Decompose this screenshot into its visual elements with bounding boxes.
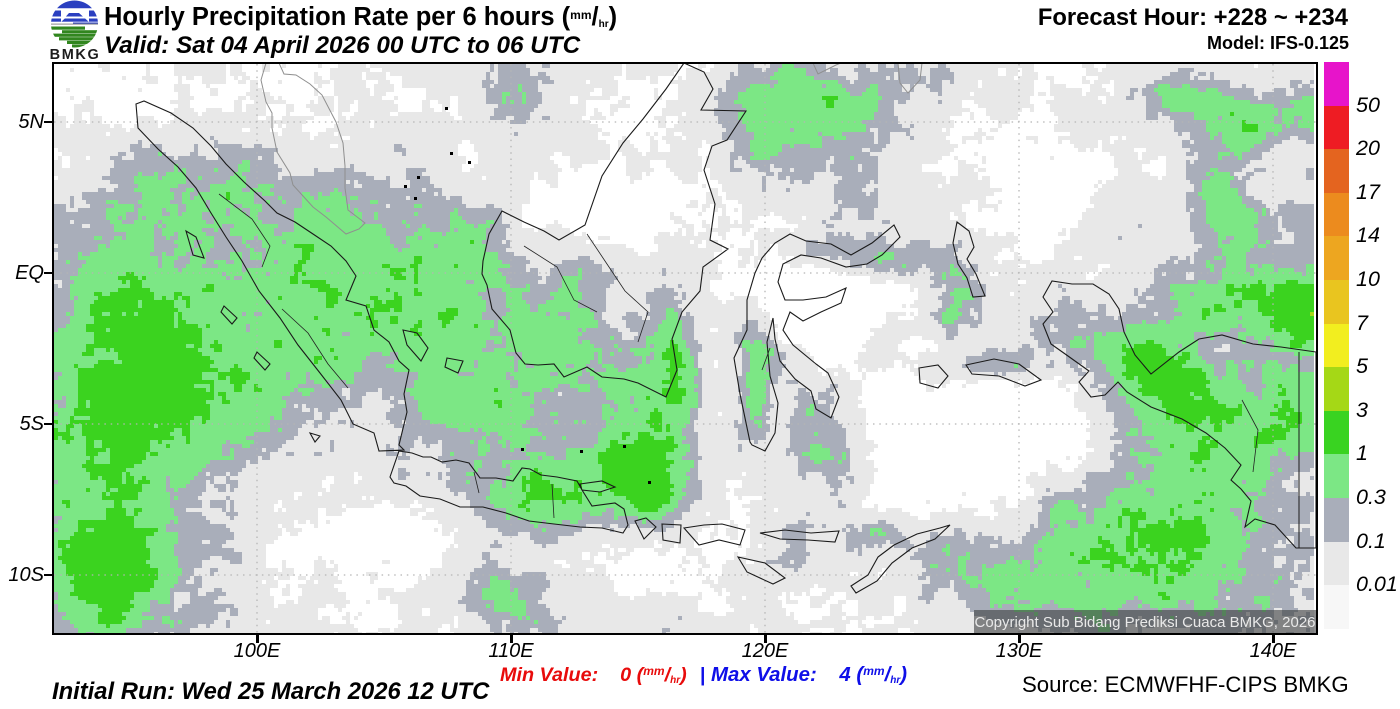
svg-text:Copyright Sub Bidang Prediksi: Copyright Sub Bidang Prediksi Cuaca BMKG… [974,614,1315,631]
svg-text:BMKG: BMKG [50,47,101,62]
